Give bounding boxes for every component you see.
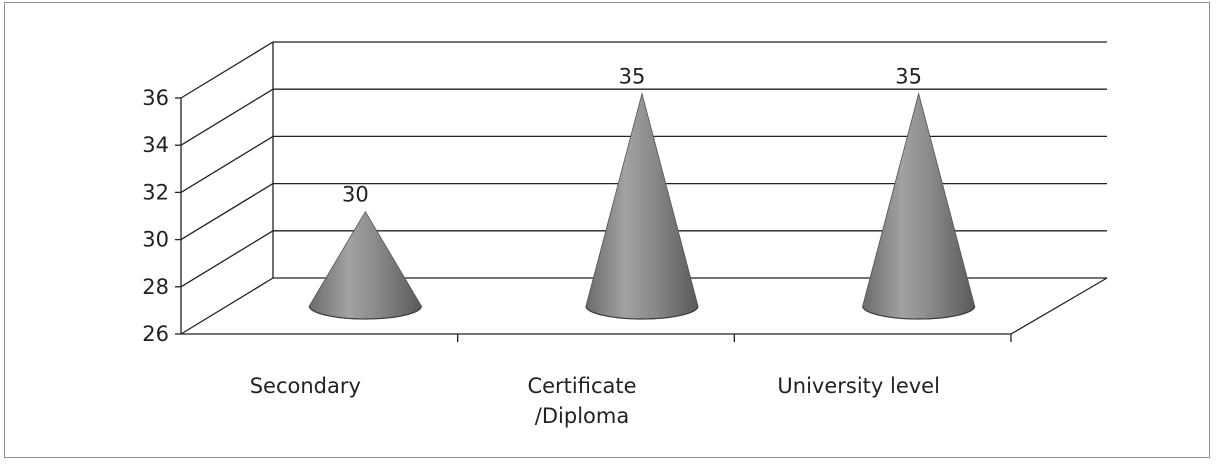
gridline <box>180 88 1107 146</box>
y-axis: 26 28 30 32 34 36 <box>142 86 182 346</box>
floor-right-edge <box>1010 277 1108 335</box>
cone-chart: 26 28 30 32 34 36 Secondary Certificate/Diplom… <box>142 41 1108 428</box>
y-tick-label: 28 <box>142 275 169 299</box>
gridline <box>180 182 1107 241</box>
data-label: 35 <box>895 65 922 89</box>
cone-bar <box>862 92 976 320</box>
gridline <box>180 135 1107 193</box>
y-tick-label: 32 <box>142 180 169 204</box>
x-category-label: Secondary <box>250 374 361 398</box>
x-axis: Secondary Certificate/Diploma University l… <box>181 277 1108 428</box>
cone-series <box>308 92 976 320</box>
gridline <box>180 41 1107 99</box>
data-labels: 30 35 35 <box>342 65 922 207</box>
cone-bar <box>308 210 422 320</box>
y-tick-label: 26 <box>142 322 169 346</box>
x-category-label: University level <box>777 374 940 398</box>
gridlines <box>180 41 1107 335</box>
y-tick-label: 30 <box>142 228 169 252</box>
data-label: 30 <box>342 183 369 207</box>
cone-bar <box>585 92 699 320</box>
gridline <box>180 230 1107 288</box>
chart-frame: 26 28 30 32 34 36 Secondary Certificate/Diplom… <box>4 2 1210 458</box>
data-label: 35 <box>619 65 646 89</box>
y-tick-label: 36 <box>142 86 169 110</box>
x-category-label: Certificate/Diploma <box>527 374 636 428</box>
y-tick-label: 34 <box>142 133 169 157</box>
